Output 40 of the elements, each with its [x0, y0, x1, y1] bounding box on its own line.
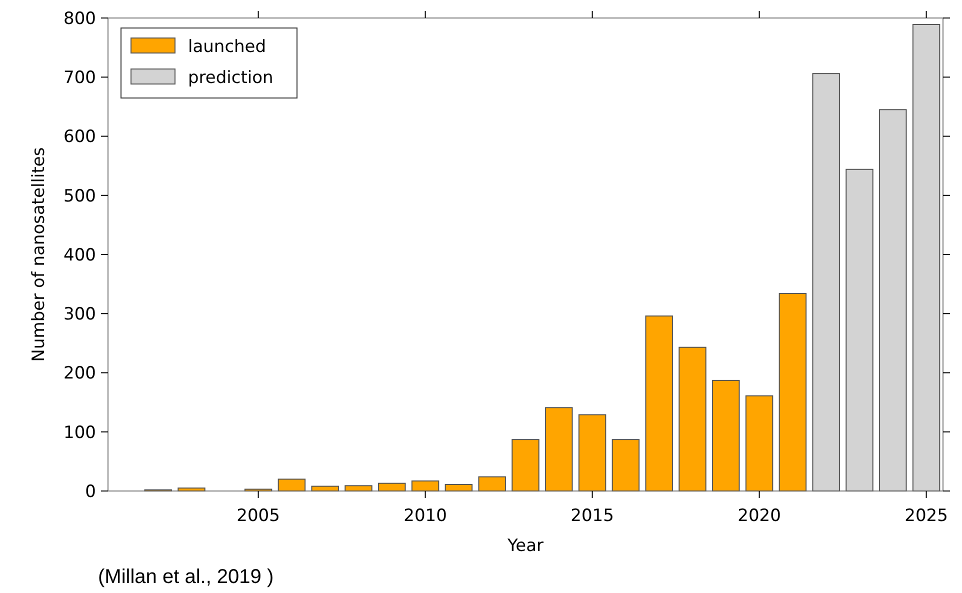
bar: [912, 24, 940, 492]
bar: [478, 476, 506, 492]
y-axis-title: Number of nanosatellites: [29, 147, 49, 362]
bar: [812, 73, 840, 492]
x-tick-label: 2010: [404, 506, 447, 526]
x-tick-label: 2020: [738, 506, 781, 526]
legend-label: prediction: [188, 68, 274, 88]
bar: [778, 293, 807, 492]
y-tick-label: 500: [64, 186, 96, 206]
bar: [879, 109, 907, 492]
y-tick-label: 200: [64, 364, 96, 384]
bar: [578, 414, 606, 492]
text: (Millan et al., 2019 ): [98, 566, 274, 588]
bar: [745, 395, 774, 492]
x-tick-label: 2025: [904, 506, 948, 526]
bar: [344, 485, 372, 492]
bar: [278, 478, 306, 492]
bar: [311, 486, 339, 492]
bar: [378, 482, 406, 492]
bar: [444, 484, 473, 492]
legend-label: launched: [188, 36, 266, 57]
bar: [411, 480, 440, 492]
x-tick-label: 2005: [236, 506, 280, 526]
bar: [512, 439, 540, 492]
x-axis-title: Year: [506, 536, 544, 556]
y-tick-label: 600: [64, 127, 96, 148]
y-tick-label: 0: [85, 482, 96, 502]
bar: [545, 407, 573, 492]
y-tick-label: 300: [64, 304, 96, 325]
bar: [678, 346, 706, 492]
y-tick-label: 700: [64, 68, 96, 88]
x-tick-label: 2015: [570, 506, 614, 526]
bar: [612, 439, 640, 492]
bar: [178, 488, 206, 492]
bar: [712, 380, 740, 492]
bar: [846, 168, 874, 492]
y-tick-label: 100: [64, 422, 96, 443]
y-tick-label: 800: [64, 8, 96, 29]
bar: [645, 315, 673, 492]
y-tick-label: 400: [64, 245, 96, 266]
